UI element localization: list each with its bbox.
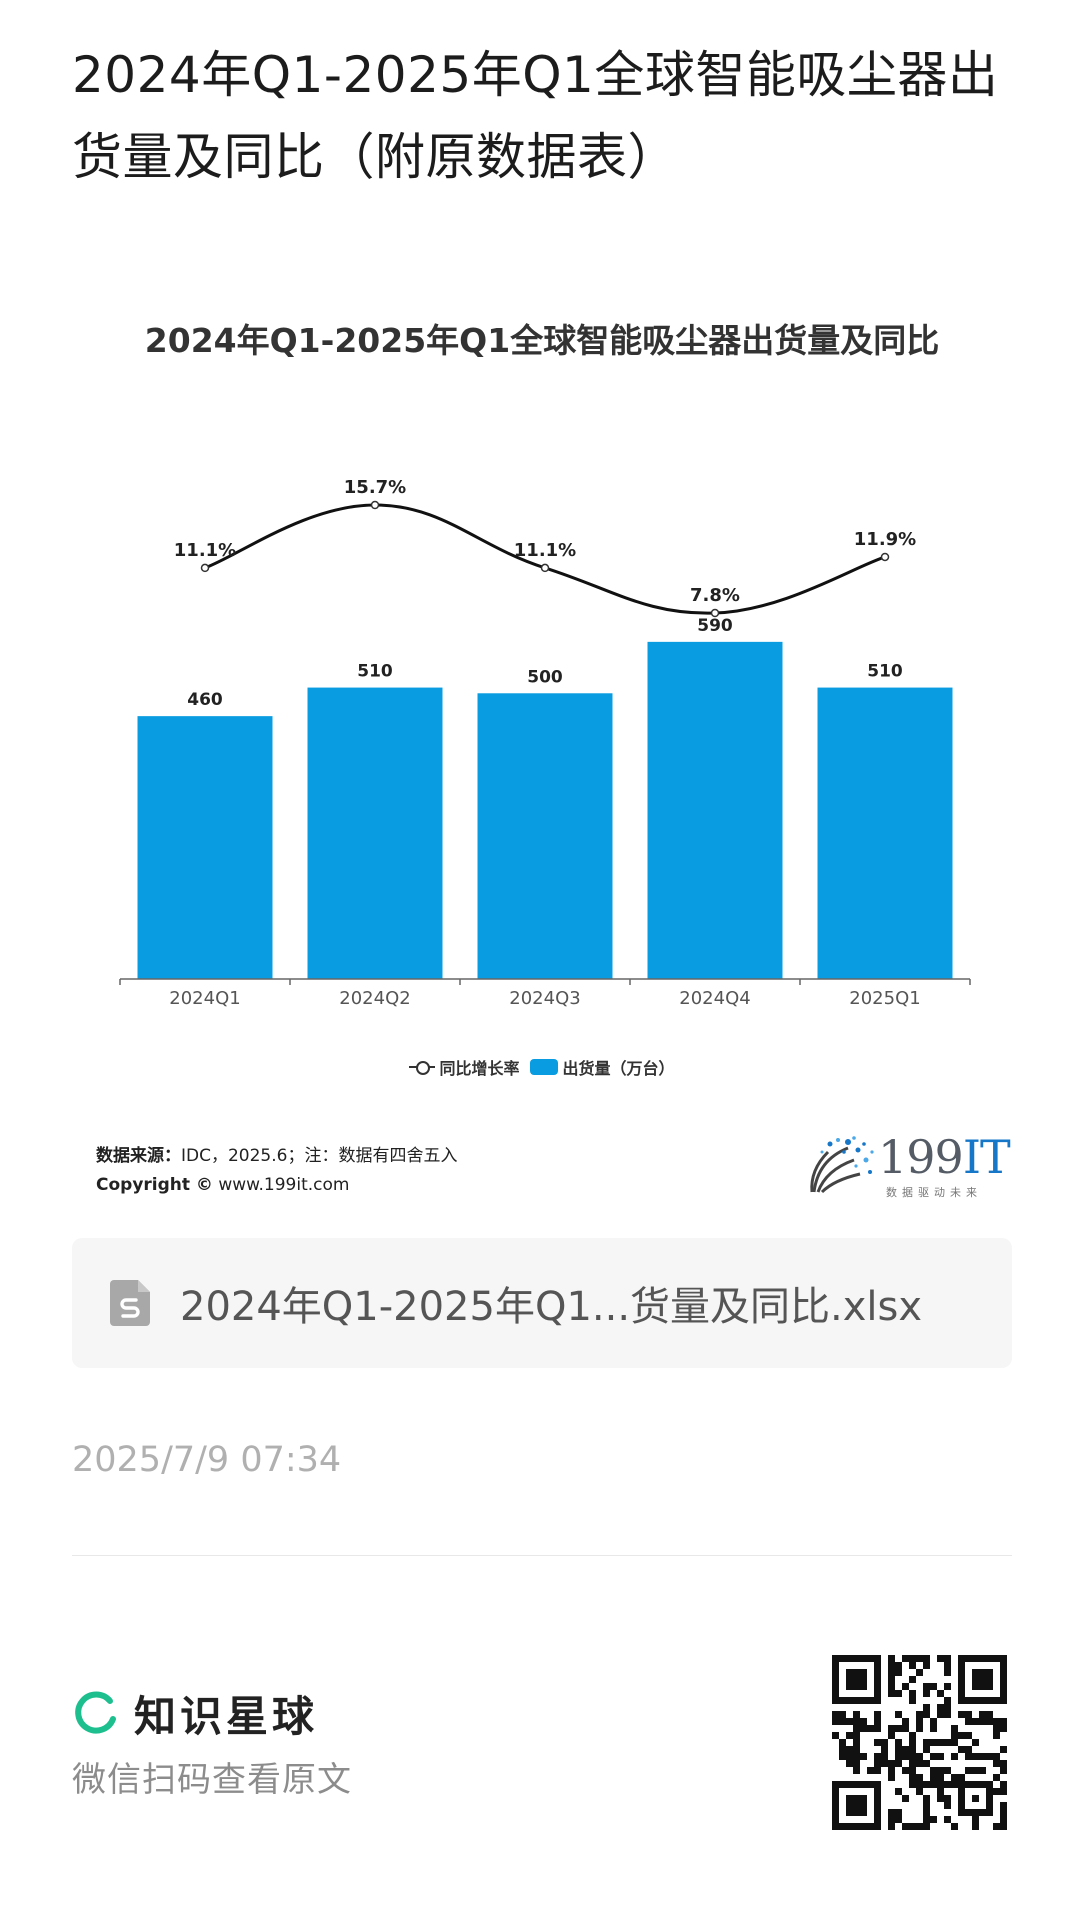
logo-tagline: 数据驱动未来 [886, 1186, 982, 1199]
bar-2025Q1 [817, 687, 953, 979]
growth-point-2024Q4 [710, 608, 720, 618]
qr-code-icon[interactable] [832, 1655, 1007, 1830]
legend-item-shipments: 出货量（万台） [529, 1055, 675, 1079]
brand-name: 知识星球 [134, 1692, 319, 1741]
x-tick-label-2024Q2: 2024Q2 [339, 988, 410, 1009]
post-timestamp: 2025/7/9 07:34 [72, 1440, 342, 1480]
copyright-label: Copyright © [96, 1175, 213, 1195]
logo-main: 199 [878, 1130, 964, 1184]
bar-value-label-2024Q4: 590 [697, 616, 733, 636]
logo-wordmark: 199IT [878, 1130, 1011, 1184]
bar-value-label-2024Q2: 510 [357, 662, 393, 682]
legend-line-marker-icon [409, 1060, 436, 1075]
divider [72, 1555, 1012, 1556]
x-tick-label-2024Q1: 2024Q1 [169, 988, 240, 1009]
zsxq-logo-icon [75, 1691, 116, 1734]
bar-2024Q2 [307, 687, 443, 979]
bar-2024Q3 [477, 693, 613, 979]
bar-2024Q1 [137, 716, 273, 979]
dandelion-logo-icon [810, 1136, 874, 1194]
x-tick-label-2024Q4: 2024Q4 [679, 988, 750, 1009]
199it-logo: 199IT 数据驱动未来 [808, 1130, 1011, 1200]
bar-value-label-2024Q1: 460 [187, 690, 223, 710]
legend-label-shipments: 出货量（万台） [562, 1059, 675, 1078]
growth-value-label-2024Q1: 11.1% [174, 540, 236, 561]
chart-title: 2024年Q1-2025年Q1全球智能吸尘器出货量及同比 [144, 321, 940, 360]
attachment-card[interactable]: 2024年Q1-2025年Q1...货量及同比.xlsx [72, 1238, 1012, 1368]
growth-value-label-2024Q3: 11.1% [514, 540, 576, 561]
chart-source: 数据来源：IDC，2025.6；注：数据有四舍五入 Copyright © ww… [96, 1142, 457, 1200]
zsxq-brand: 知识星球 [72, 1683, 318, 1744]
legend-bar-marker-icon [529, 1059, 558, 1075]
scan-hint: 微信扫码查看原文 [72, 1760, 352, 1800]
page-title: 2024年Q1-2025年Q1全球智能吸尘器出货量及同比（附原数据表） [72, 46, 999, 186]
legend-item-growth: 同比增长率 [409, 1055, 520, 1079]
copyright-line: Copyright © www.199it.com [96, 1171, 457, 1200]
chart-legend: 同比增长率 出货量（万台） [72, 1052, 1012, 1082]
chart-svg: 460 510 500 590 510 2024Q1 2024Q2 2024Q3 2024Q4 2… [119, 477, 971, 1009]
bar-2024Q4 [647, 641, 783, 979]
source-line: 数据来源：IDC，2025.6；注：数据有四舍五入 [96, 1142, 457, 1171]
copyright-url: www.199it.com [218, 1175, 350, 1195]
growth-point-2025Q1 [880, 552, 890, 562]
growth-point-2024Q2 [370, 500, 380, 510]
logo-accent: IT [962, 1130, 1011, 1184]
growth-value-label-2024Q4: 7.8% [690, 585, 740, 606]
bar-value-label-2025Q1: 510 [867, 662, 903, 682]
bar-value-label-2024Q3: 500 [527, 667, 563, 687]
spreadsheet-file-icon [110, 1280, 150, 1326]
x-tick-label-2025Q1: 2025Q1 [849, 988, 920, 1009]
source-label: 数据来源： [96, 1146, 181, 1166]
growth-value-label-2024Q2: 15.7% [344, 477, 406, 498]
x-tick-label-2024Q3: 2024Q3 [509, 988, 580, 1009]
legend-label-growth: 同比增长率 [439, 1059, 520, 1078]
growth-point-2024Q1 [200, 563, 210, 573]
chart-container: 2024年Q1-2025年Q1全球智能吸尘器出货量及同比 460 510 500 59… [72, 300, 1012, 1200]
attachment-file-name[interactable]: 2024年Q1-2025年Q1...货量及同比.xlsx [180, 1284, 923, 1330]
growth-value-label-2025Q1: 11.9% [854, 529, 916, 550]
growth-point-2024Q3 [540, 563, 550, 573]
source-text: IDC，2025.6；注：数据有四舍五入 [181, 1146, 458, 1166]
